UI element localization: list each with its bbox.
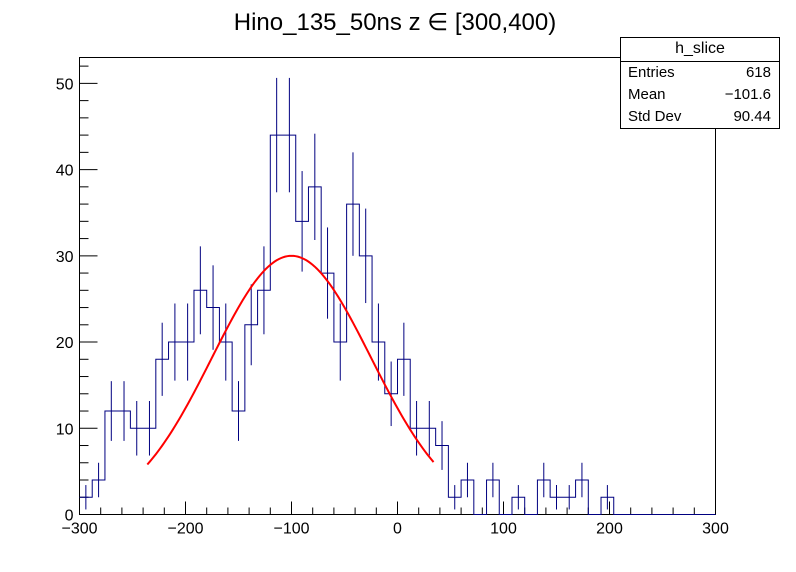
- y-axis: 0 10 20 30 40 50: [56, 76, 98, 525]
- y-tick-label: 0: [65, 508, 74, 525]
- histogram-series: [79, 77, 716, 515]
- x-tick-label: 100: [490, 521, 517, 538]
- stats-value-stddev: 90.44: [733, 108, 771, 125]
- histogram-outline: [79, 134, 716, 515]
- fit-curve: [146, 254, 435, 466]
- y-tick-label: 30: [56, 249, 74, 266]
- stats-label-stddev: Std Dev: [628, 108, 682, 125]
- x-tick-label: 200: [596, 521, 623, 538]
- stats-row-stddev: Std Dev 90.44: [621, 106, 779, 128]
- stats-value-mean: −101.6: [724, 86, 771, 103]
- stats-row-entries: Entries 618: [621, 62, 779, 84]
- gaussian-fit: [146, 254, 435, 466]
- y-tick-label: 40: [56, 163, 74, 180]
- stats-title: h_slice: [621, 38, 779, 62]
- y-tick-label: 20: [56, 335, 74, 352]
- stats-label-entries: Entries: [628, 64, 675, 81]
- y-tick-label: 10: [56, 421, 74, 438]
- minor-ticks: [79, 65, 695, 515]
- chart-title: Hino_135_50ns z ∈ [300,400): [234, 9, 556, 36]
- x-tick-label: 300: [702, 521, 729, 538]
- stats-row-mean: Mean −101.6: [621, 84, 779, 106]
- x-tick-label: 0: [393, 521, 402, 538]
- x-tick-label: −200: [167, 521, 203, 538]
- x-tick-label: −100: [273, 521, 309, 538]
- y-tick-label: 50: [56, 76, 74, 93]
- x-tick-label: −300: [61, 521, 97, 538]
- x-axis: −300 −200 −100 0 100 200 300: [61, 501, 729, 538]
- stats-box: h_slice Entries 618 Mean −101.6 Std Dev …: [620, 37, 780, 129]
- stats-label-mean: Mean: [628, 86, 666, 103]
- stats-value-entries: 618: [745, 64, 771, 81]
